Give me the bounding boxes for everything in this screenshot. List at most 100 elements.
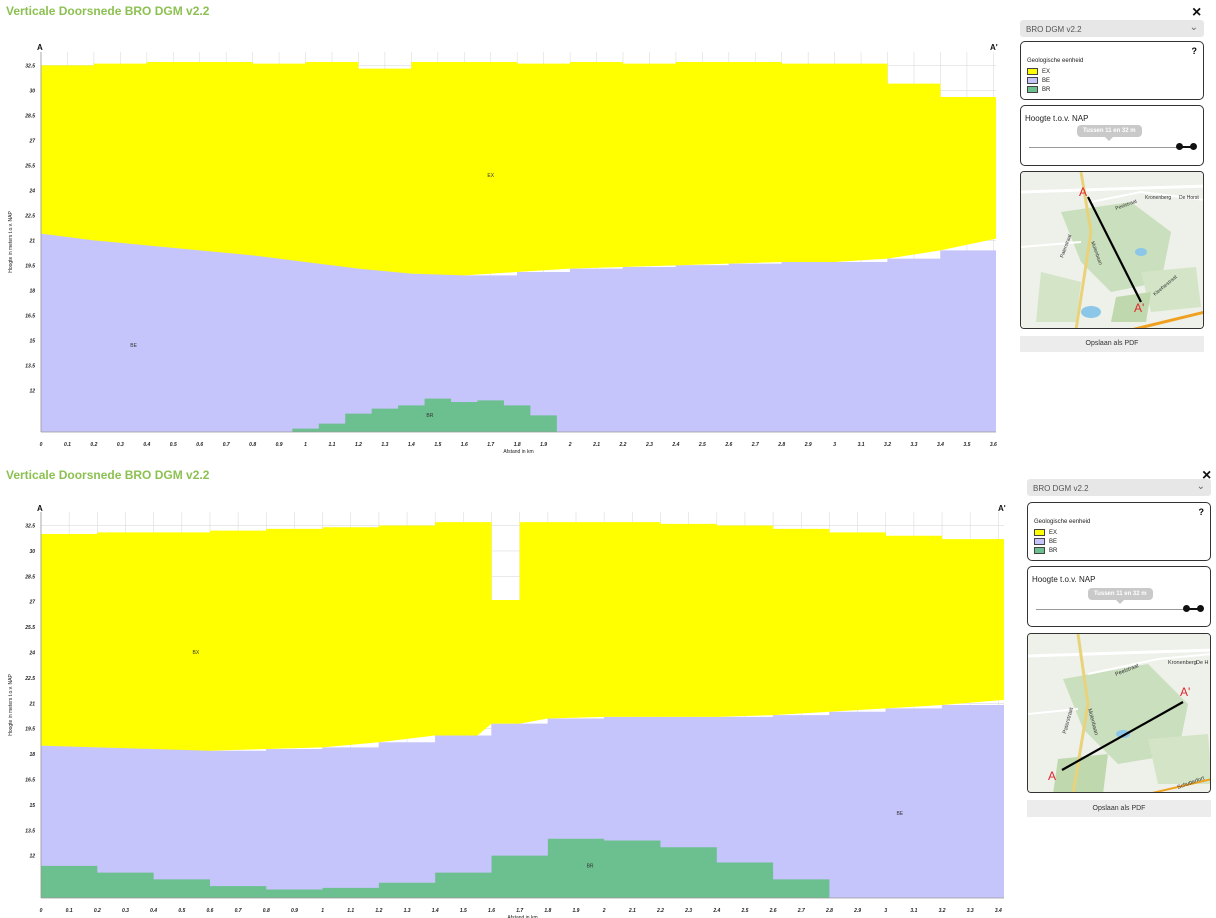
y-tick-label: 27	[28, 600, 35, 606]
x-tick-label: 1.8	[514, 442, 521, 448]
help-icon[interactable]: ?	[1191, 46, 1198, 56]
y-tick-label: 18	[29, 752, 35, 758]
legend-swatch	[1034, 529, 1045, 536]
y-tick-label: 28.5	[24, 113, 35, 119]
model-select[interactable]: BRO DGM v2.2 ⌄	[1027, 479, 1211, 496]
y-tick-label: 13.5	[25, 363, 35, 369]
legend-swatch	[1027, 86, 1038, 93]
layer-be	[41, 699, 1004, 898]
x-tick-label: 2.3	[645, 442, 653, 448]
layer-ex	[41, 522, 1004, 751]
slider-handle-max[interactable]	[1197, 605, 1204, 612]
location-map[interactable]: Peelstraat Kronenberg De H Paterstraat M…	[1027, 633, 1211, 793]
x-tick-label: 2.5	[698, 442, 706, 448]
y-tick-label: 24	[28, 651, 35, 657]
x-tick-label: 3.5	[963, 442, 970, 448]
legend-item-be: BE	[1034, 538, 1057, 546]
x-tick-label: 3.2	[884, 442, 891, 448]
chevron-down-icon: ⌄	[1189, 22, 1198, 33]
model-select-value: BRO DGM v2.2	[1026, 25, 1082, 34]
y-tick-label: 22.5	[24, 213, 35, 219]
x-tick-label: 1.5	[460, 908, 467, 914]
layer-annotation: BR	[587, 864, 594, 870]
x-tick-label: 2.2	[656, 908, 664, 914]
y-tick-label: 15	[29, 338, 35, 344]
slider-tooltip: Tussen 11 en 32 m	[1088, 588, 1153, 604]
map-label-a: A	[1048, 769, 1056, 783]
x-tick-label: 0.8	[263, 908, 270, 914]
y-tick-label: 12	[29, 388, 35, 394]
save-pdf-button[interactable]: Opslaan als PDF	[1027, 800, 1211, 817]
legend-swatch	[1034, 538, 1045, 545]
model-select[interactable]: BRO DGM v2.2 ⌄	[1020, 20, 1204, 37]
section-label-end: A'	[990, 43, 998, 52]
save-pdf-button[interactable]: Opslaan als PDF	[1020, 336, 1204, 352]
legend-item-ex: EX	[1034, 529, 1057, 537]
map-svg: Peelstraat Kronenberg De H Paterstraat M…	[1028, 634, 1210, 792]
x-tick-label: 3.4	[937, 442, 944, 448]
x-tick-label: 1.2	[375, 908, 382, 914]
location-map[interactable]: Peelstraat Kronenberg De Horst Paterstra…	[1020, 171, 1204, 329]
x-tick-label: 1.8	[544, 908, 551, 914]
slider-track[interactable]	[1036, 609, 1202, 610]
x-tick-label: 0.2	[94, 908, 101, 914]
legend-item-be: BE	[1027, 77, 1050, 85]
close-icon[interactable]: ×	[1202, 467, 1212, 484]
x-tick-label: 0.5	[178, 908, 185, 914]
x-tick-label: 0.1	[64, 442, 71, 448]
slider-handle-min[interactable]	[1176, 143, 1183, 150]
slider-track[interactable]	[1029, 147, 1195, 148]
close-icon[interactable]: ×	[1192, 4, 1202, 21]
y-tick-label: 32.5	[25, 63, 35, 69]
height-filter-card: Hoogte t.o.v. NAP Tussen 11 en 32 m	[1027, 566, 1211, 627]
legend-swatch	[1027, 77, 1038, 84]
slider-handle-min[interactable]	[1183, 605, 1190, 612]
svg-text:De Horst: De Horst	[1179, 195, 1199, 201]
y-tick-label: 25.5	[24, 625, 35, 631]
svg-text:Kronenberg: Kronenberg	[1168, 660, 1197, 666]
layer-annotation: BX	[193, 650, 200, 656]
x-tick-label: 0.7	[223, 442, 230, 448]
layer-ex	[41, 62, 996, 276]
y-tick-label: 30	[29, 88, 35, 94]
map-label-a: A	[1079, 185, 1087, 199]
legend-title: Geologische eenheid	[1027, 58, 1084, 64]
x-tick-label: 2.8	[777, 442, 785, 448]
x-tick-label: 1.1	[347, 908, 354, 914]
x-tick-label: 0.2	[90, 442, 97, 448]
x-tick-label: 0.6	[196, 442, 203, 448]
x-tick-label: 1.6	[461, 442, 468, 448]
x-axis-label: Afstand in km	[507, 915, 537, 918]
y-tick-label: 18	[29, 288, 35, 294]
y-tick-label: 21	[28, 238, 35, 244]
height-filter-title: Hoogte t.o.v. NAP	[1025, 114, 1089, 123]
help-icon[interactable]: ?	[1198, 507, 1205, 517]
legend-label: BR	[1049, 548, 1058, 555]
x-tick-label: 3.2	[939, 908, 946, 914]
legend-label: EX	[1049, 530, 1058, 537]
x-tick-label: 2.4	[671, 442, 679, 448]
x-tick-label: 0.3	[117, 442, 124, 448]
x-tick-label: 2	[568, 442, 572, 448]
slider-tooltip: Tussen 11 en 32 m	[1077, 125, 1142, 141]
section-label-start: A	[37, 504, 43, 513]
x-tick-label: 1.4	[408, 442, 415, 448]
layer-br	[41, 838, 830, 898]
y-tick-label: 30	[29, 549, 35, 555]
layer-annotation: EX	[487, 173, 494, 179]
y-tick-label: 32.5	[25, 524, 35, 530]
slider-range	[1186, 608, 1200, 610]
x-tick-label: 0.3	[122, 908, 129, 914]
slider-handle-max[interactable]	[1190, 143, 1197, 150]
y-tick-label: 24	[28, 188, 35, 194]
legend-item-br: BR	[1027, 86, 1050, 94]
section-label-start: A	[37, 43, 43, 52]
x-tick-label: 1.7	[516, 908, 523, 914]
x-tick-label: 1.3	[381, 442, 388, 448]
y-tick-label: 28.5	[24, 574, 35, 580]
x-tick-label: 1	[321, 908, 324, 914]
x-tick-label: 3.4	[995, 908, 1002, 914]
x-tick-label: 3.3	[967, 908, 974, 914]
legend-item-br: BR	[1034, 547, 1057, 555]
layer-annotation: BE	[896, 811, 903, 817]
